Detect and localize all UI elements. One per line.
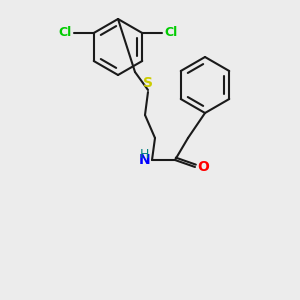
Text: O: O <box>197 160 209 174</box>
Text: N: N <box>138 153 150 167</box>
Text: Cl: Cl <box>58 26 72 40</box>
Text: Cl: Cl <box>164 26 178 40</box>
Text: H: H <box>139 148 149 160</box>
Text: S: S <box>143 76 153 90</box>
